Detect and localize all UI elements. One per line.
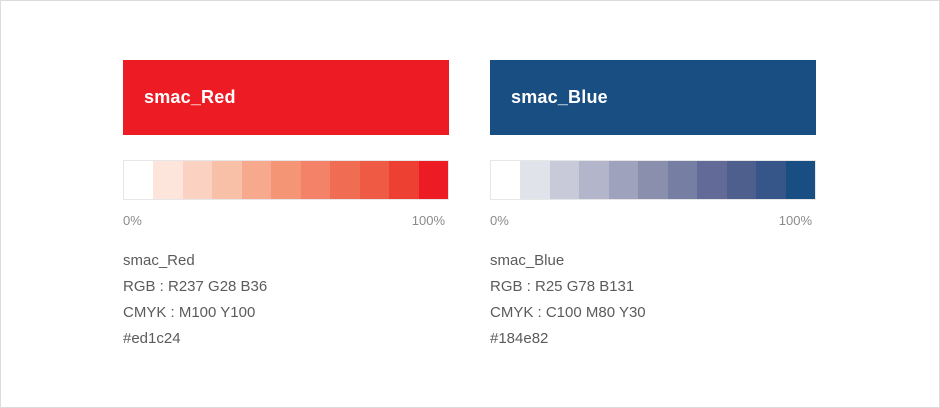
tint-step-2 <box>182 161 213 199</box>
tint-step-7 <box>330 161 360 199</box>
color-info: smac_Red RGB : R237 G28 B36 CMYK : M100 … <box>123 248 449 352</box>
color-card-blue: smac_Blue 0% 100% smac_Blue RGB : R25 G7… <box>490 60 816 352</box>
tint-step-9 <box>756 161 786 199</box>
tint-scale <box>123 160 449 200</box>
color-name: smac_Red <box>123 252 195 269</box>
color-card-red: smac_Red 0% 100% smac_Red RGB : R237 G28… <box>123 60 449 352</box>
scale-max-label: 100% <box>778 213 812 228</box>
tint-step-6 <box>667 161 698 199</box>
tint-step-5 <box>271 161 301 199</box>
swatch-title: smac_Red <box>144 87 236 107</box>
color-hex: #ed1c24 <box>123 330 181 347</box>
color-cmyk: CMYK : M100 Y100 <box>123 304 256 321</box>
tint-step-8 <box>726 161 757 199</box>
tint-step-4 <box>608 161 639 199</box>
tint-step-10 <box>785 161 815 199</box>
color-name: smac_Blue <box>490 252 565 269</box>
tint-step-3 <box>212 161 242 199</box>
scale-labels: 0% 100% <box>123 213 449 228</box>
tint-step-9 <box>389 161 419 199</box>
tint-step-1 <box>520 161 550 199</box>
main-swatch: smac_Blue <box>490 60 816 135</box>
tint-step-0 <box>491 161 521 199</box>
tint-step-1 <box>153 161 183 199</box>
tint-step-2 <box>549 161 580 199</box>
scale-min-label: 0% <box>123 213 142 228</box>
swatch-title: smac_Blue <box>511 87 608 107</box>
main-swatch: smac_Red <box>123 60 449 135</box>
tint-step-10 <box>418 161 448 199</box>
color-rgb: RGB : R237 G28 B36 <box>123 278 268 295</box>
scale-min-label: 0% <box>490 213 509 228</box>
tint-step-6 <box>300 161 331 199</box>
color-hex: #184e82 <box>490 330 549 347</box>
tint-step-0 <box>124 161 154 199</box>
scale-max-label: 100% <box>411 213 445 228</box>
tint-step-7 <box>697 161 727 199</box>
tint-step-8 <box>359 161 390 199</box>
tint-step-3 <box>579 161 609 199</box>
tint-step-4 <box>241 161 272 199</box>
scale-labels: 0% 100% <box>490 213 816 228</box>
color-rgb: RGB : R25 G78 B131 <box>490 278 635 295</box>
tint-step-5 <box>638 161 668 199</box>
color-info: smac_Blue RGB : R25 G78 B131 CMYK : C100… <box>490 248 816 352</box>
color-cmyk: CMYK : C100 M80 Y30 <box>490 304 646 321</box>
tint-scale <box>490 160 816 200</box>
